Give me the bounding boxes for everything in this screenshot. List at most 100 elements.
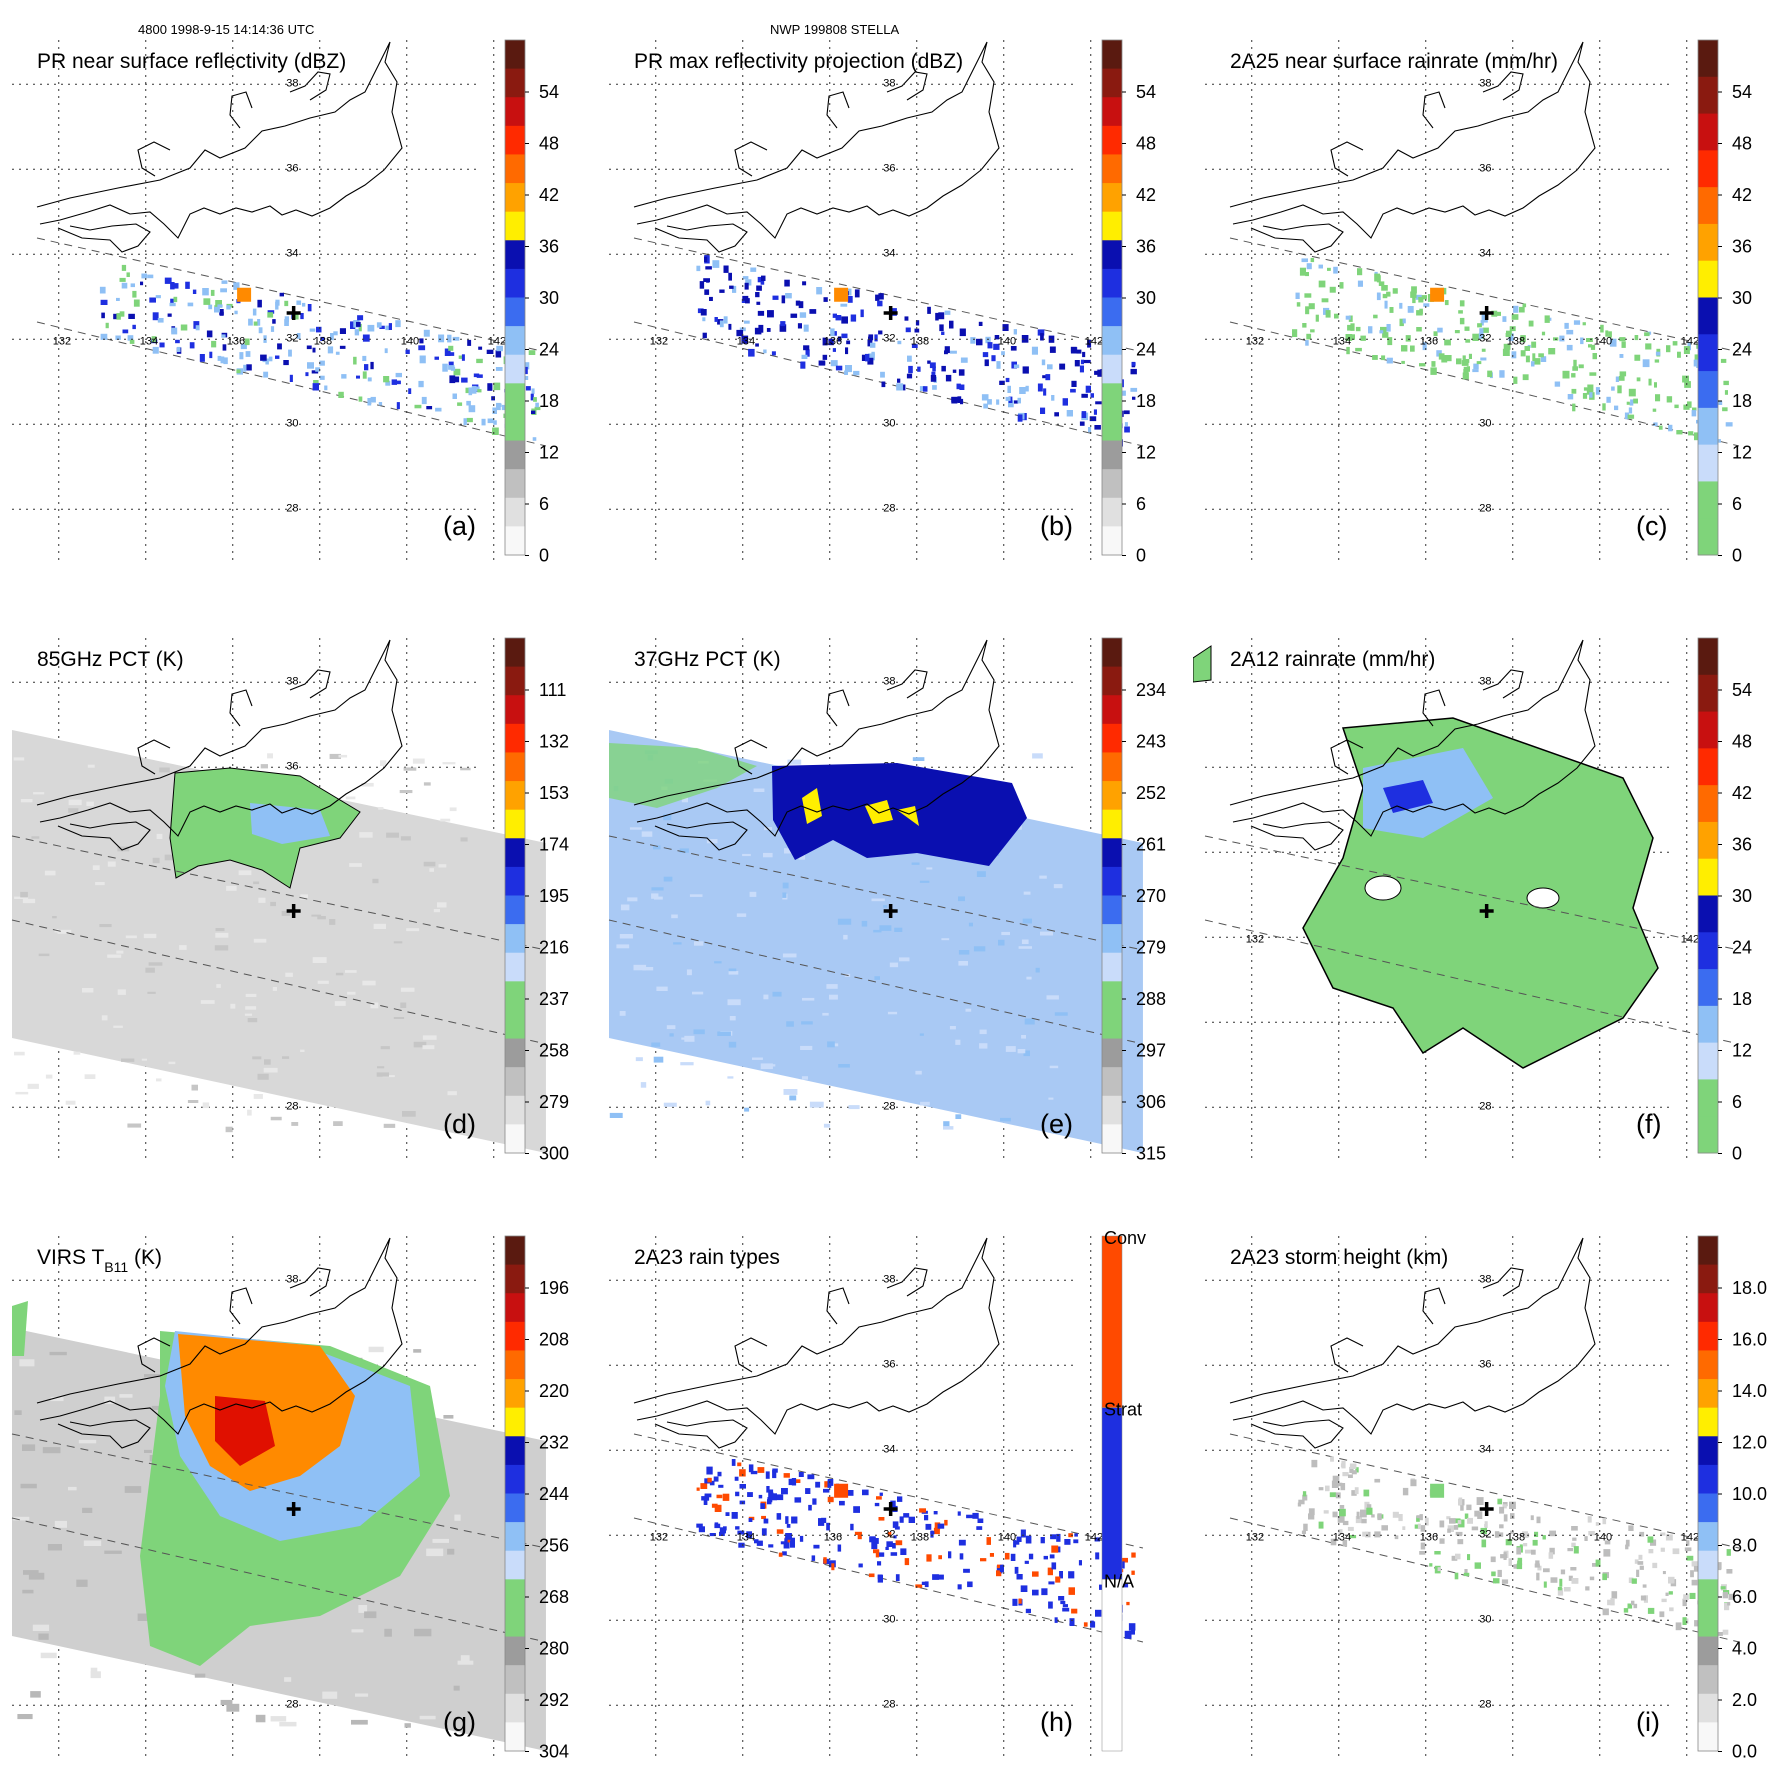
rain-pixel [468,405,476,413]
panel-label: (g) [443,1707,476,1737]
rain-pixel [270,326,275,332]
rain-pixel [452,336,460,341]
swath-texture [642,967,654,971]
rain-pixel [768,1544,774,1548]
colorbar-segment [1102,383,1122,413]
rain-pixel [1025,1608,1031,1614]
rain-pixel [907,355,912,362]
rain-pixel [1374,273,1381,282]
rain-pixel [1444,300,1449,306]
swath-texture [692,991,704,995]
rain-region-heavy [1383,780,1433,813]
rain-pixel [1315,314,1319,322]
rain-pixel [1634,354,1641,361]
rain-pixel [1366,1504,1372,1511]
colorbar-tick-label: 30 [539,288,559,308]
rain-pixel [858,1563,863,1568]
colorbar-tick-label: 304 [539,1742,569,1762]
rain-pixel [534,406,541,411]
rain-pixel [252,308,257,316]
rain-pixel [447,352,455,356]
rain-pixel [1381,355,1386,361]
swath-edge [633,237,1144,353]
rain-gap [1364,875,1402,901]
rain-pixel [1482,327,1489,333]
rain-pixel [493,382,501,391]
swath-texture [432,1538,449,1543]
colorbar-segment [1102,183,1122,213]
rain-pixel [1455,1553,1461,1560]
lat-label: 34 [1479,247,1491,259]
rain-pixel [788,1478,795,1486]
rain-pixel [735,1491,740,1497]
rain-pixel [966,1514,973,1519]
storm-name: NWP 199808 STELLA [770,22,900,37]
rain-pixel [159,342,165,348]
rain-pixel [221,334,226,338]
rain-pixel [367,377,372,382]
swath-texture [358,1605,368,1613]
rain-pixel [1531,341,1537,348]
rain-pixel [877,1574,883,1583]
rain-pixel [151,336,157,343]
rain-pixel [171,327,178,335]
rain-pixel [919,386,926,391]
swath-texture [68,1486,77,1491]
swath-texture [694,941,704,946]
lat-label: 36 [1479,1358,1491,1370]
rain-pixel [1411,286,1417,294]
swath-texture [406,928,420,932]
rain-region-edge [1193,645,1212,683]
lon-label: 142 [488,335,506,347]
swath-texture [145,967,155,973]
rain-pixel [1534,1563,1540,1568]
rain-pixel [300,313,304,320]
lon-label: 142 [1085,335,1103,347]
storm-center-marker [1479,1502,1494,1516]
rain-pixel [1330,1538,1337,1546]
rain-pixel [260,354,267,361]
rain-pixel [1020,1585,1028,1592]
rain-pixel [1638,1554,1643,1560]
rain-pixel [744,320,750,324]
rain-pixel [897,378,901,383]
rain-pixel [1609,338,1617,347]
swath-texture [782,882,789,889]
rain-pixel [448,365,455,370]
rain-pixel [1374,1531,1381,1538]
colorbar-segment [1102,97,1122,127]
swath-texture [442,762,456,765]
swath-texture [14,896,29,899]
rain-pixel [1535,1560,1540,1566]
lat-label: 32 [883,332,895,344]
rain-pixel [904,1558,910,1566]
colorbar-segment [1102,469,1122,499]
swath-texture [823,1123,831,1128]
swath-texture [270,1716,287,1722]
rain-pixel [1568,1575,1573,1581]
colorbar-segment [505,1522,525,1552]
swath-texture [68,799,82,806]
rain-pixel [1124,422,1128,427]
rain-pixel [1416,327,1422,332]
rain-pixel [958,1539,966,1546]
rain-pixel [1049,1554,1055,1559]
swath-texture [786,1021,794,1027]
rain-pixel [358,323,362,332]
rain-pixel [879,1492,883,1496]
rain-pixel [1464,326,1470,331]
rain-pixel [1402,318,1406,324]
lon-label: 136 [824,335,842,347]
rain-pixel [202,288,209,296]
colorbar-tick-label: 24 [1136,340,1156,360]
swath-texture [453,1685,460,1691]
colorbar-segment [1102,1038,1122,1068]
rain-pixel [426,406,433,410]
rain-pixel [1421,295,1427,300]
swath-texture [717,1031,731,1036]
rain-pixel [860,309,864,318]
lat-label: 34 [883,1443,895,1455]
rain-pixel [1055,1576,1061,1583]
